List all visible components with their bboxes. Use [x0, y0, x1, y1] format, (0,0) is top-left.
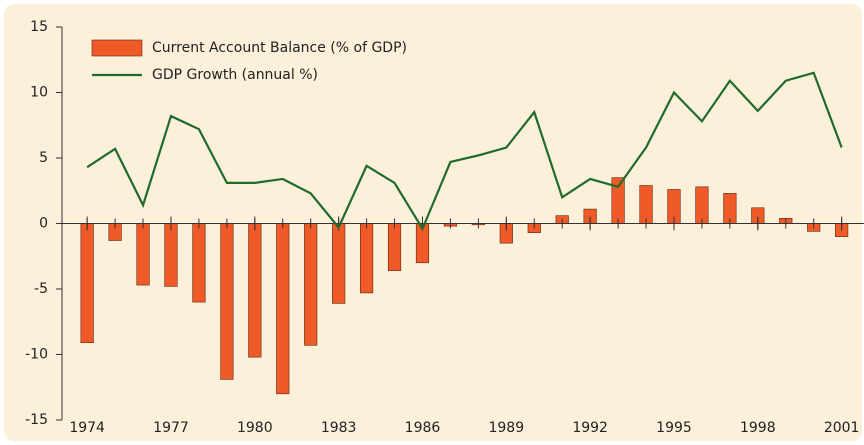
x-tick-label: 1977: [153, 420, 189, 436]
bar: [220, 223, 234, 380]
bar: [248, 223, 262, 358]
x-tick-label: 1980: [237, 420, 273, 436]
bar: [136, 223, 150, 286]
y-tick-label: 15: [30, 19, 48, 35]
y-tick-label: 10: [30, 85, 48, 101]
bar: [360, 223, 374, 294]
bar: [387, 223, 402, 271]
bar: [639, 185, 653, 224]
x-tick-label: 1998: [740, 420, 776, 436]
bar: [164, 223, 178, 287]
legend-swatch: [91, 39, 143, 57]
bar: [80, 223, 94, 344]
legend-label: GDP Growth (annual %): [152, 67, 318, 83]
x-tick-label: 1992: [572, 420, 608, 436]
x-tick-label: 2001: [824, 420, 860, 436]
x-tick-label: 1983: [321, 420, 357, 436]
x-tick-label: 1989: [488, 420, 524, 436]
y-tick-label: 0: [39, 216, 48, 232]
bar: [276, 223, 290, 395]
bar: [304, 223, 318, 346]
bar: [332, 223, 346, 304]
y-tick-label: -15: [25, 412, 48, 428]
x-tick-label: 1986: [405, 420, 441, 436]
background: [4, 4, 862, 441]
y-tick-label: -10: [25, 347, 48, 363]
bar: [192, 223, 206, 303]
bar: [695, 186, 709, 224]
x-tick-label: 1995: [656, 420, 692, 436]
x-tick-label: 1974: [69, 420, 105, 436]
y-tick-label: -5: [34, 281, 48, 297]
legend-label: Current Account Balance (% of GDP): [152, 40, 407, 56]
y-tick-label: 5: [39, 150, 48, 166]
line: [86, 71, 843, 232]
